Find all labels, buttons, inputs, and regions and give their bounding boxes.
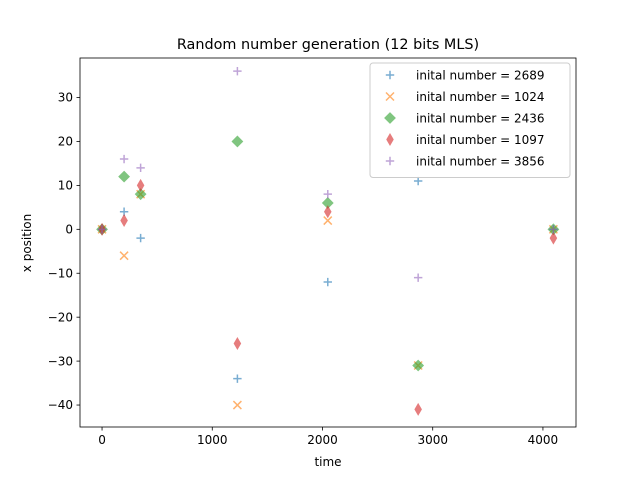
legend-label: inital number = 1097 — [416, 133, 545, 147]
y-tick-label: 30 — [58, 91, 73, 105]
x-tick-label: 4000 — [528, 433, 559, 447]
data-point — [413, 273, 423, 282]
data-point — [323, 277, 332, 287]
data-point — [324, 205, 332, 219]
data-point — [233, 337, 242, 351]
data-point — [412, 359, 425, 372]
legend-box — [369, 62, 571, 178]
x-tick-label: 1000 — [197, 433, 228, 447]
legend-marker — [385, 91, 395, 102]
axes-frame — [79, 57, 577, 428]
data-point — [136, 163, 145, 173]
series-4 — [98, 178, 558, 416]
legend-entry: inital number = 1024 — [385, 90, 545, 104]
data-point — [136, 178, 145, 192]
x-tick-label: 0 — [98, 433, 106, 447]
data-point — [136, 233, 145, 243]
legend-entry: inital number = 2436 — [384, 111, 545, 125]
legend-label: inital number = 2436 — [416, 111, 545, 125]
data-point — [134, 188, 147, 201]
y-tick-label: 0 — [65, 223, 73, 237]
data-point — [232, 400, 242, 410]
legend-entry: inital number = 2689 — [385, 68, 545, 82]
data-point — [549, 225, 558, 234]
x-tick-label: 2000 — [307, 433, 338, 447]
y-tick-label: 20 — [58, 135, 73, 149]
data-point — [119, 251, 129, 261]
data-point — [413, 176, 423, 186]
legend-marker — [384, 112, 396, 124]
data-point — [414, 402, 422, 416]
legend-entry: inital number = 1097 — [386, 133, 545, 147]
y-tick-label: −40 — [48, 398, 73, 412]
data-point — [233, 66, 242, 76]
data-point — [118, 170, 130, 183]
series-5 — [97, 66, 558, 282]
chart-title: Random number generation (12 bits MLS) — [177, 37, 479, 53]
data-point — [97, 225, 107, 234]
legend-marker — [386, 133, 394, 146]
legend-marker — [385, 70, 395, 80]
y-tick-label: −20 — [48, 310, 73, 324]
data-point — [231, 135, 244, 148]
data-point — [323, 216, 333, 226]
legend-label: inital number = 2689 — [416, 68, 545, 82]
legend-entry: inital number = 3856 — [385, 154, 545, 168]
data-point — [549, 231, 558, 245]
legend-label: inital number = 3856 — [416, 154, 545, 168]
y-tick-label: −30 — [48, 354, 73, 368]
data-point — [119, 154, 129, 164]
x-axis-label: time — [314, 455, 341, 469]
data-point — [233, 374, 242, 383]
x-tick-label: 3000 — [417, 433, 448, 447]
y-axis-label: x position — [20, 214, 34, 272]
y-tick-label: −10 — [48, 266, 73, 280]
y-tick-label: 10 — [58, 179, 73, 193]
data-point — [323, 189, 332, 199]
data-point — [120, 214, 128, 228]
legend-marker — [385, 156, 395, 166]
legend-label: inital number = 1024 — [416, 90, 545, 104]
